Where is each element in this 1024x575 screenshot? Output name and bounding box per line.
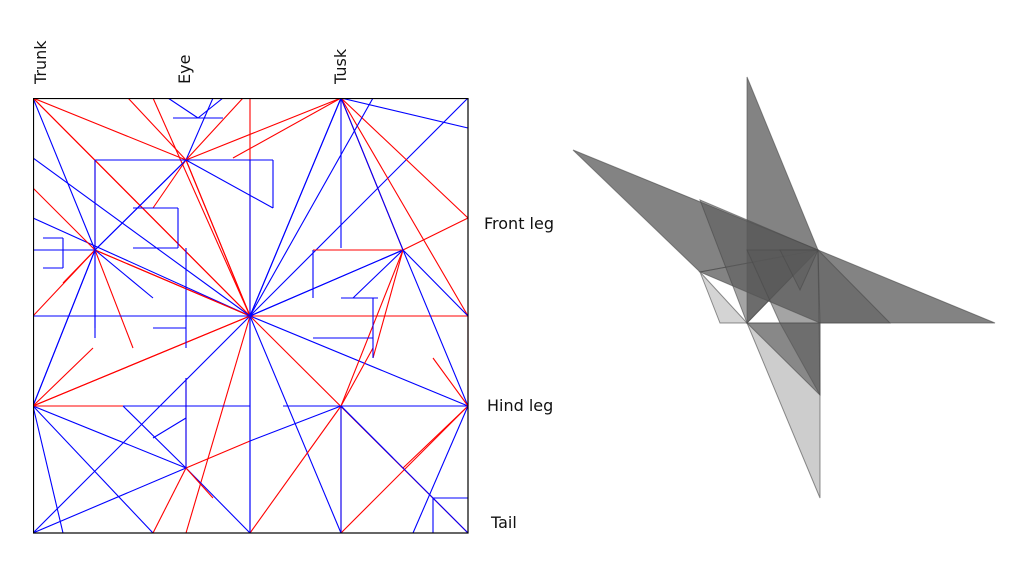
crease-line — [249, 249, 404, 317]
crease-line — [33, 98, 96, 251]
crease-line — [340, 347, 374, 407]
crease-line — [33, 187, 96, 251]
crease-line — [152, 159, 187, 209]
crease-line — [185, 98, 342, 161]
folded-base-svg — [572, 76, 996, 499]
crease-line — [340, 98, 469, 317]
crease-line — [152, 417, 187, 439]
crease-line — [432, 357, 469, 407]
crease-pattern-svg — [33, 98, 469, 534]
crease-line — [33, 217, 251, 317]
crease-line — [197, 98, 224, 119]
crease-line — [249, 405, 342, 534]
folded-base-preview — [560, 70, 1010, 510]
crease-line — [340, 98, 469, 129]
crease-line — [33, 405, 64, 534]
crease-line — [249, 315, 342, 534]
flap-lower-left-light — [699, 271, 749, 324]
crease-line — [402, 249, 469, 317]
crease-line — [33, 249, 96, 407]
crease-line — [402, 249, 469, 407]
crease-line — [33, 98, 251, 317]
crease-line — [33, 405, 154, 534]
crease-line — [340, 98, 469, 219]
crease-line — [33, 157, 251, 317]
label-trunk: Trunk — [31, 40, 50, 84]
crease-line — [94, 249, 154, 299]
label-tusk: Tusk — [331, 48, 350, 84]
crease-line — [94, 249, 134, 349]
crease-line — [340, 405, 394, 459]
crease-line — [185, 159, 274, 209]
crease-line — [340, 98, 404, 251]
crease-line — [185, 98, 244, 161]
crease-line — [372, 249, 404, 359]
crease-line — [352, 249, 404, 299]
crease-line — [33, 98, 187, 161]
crease-line — [412, 405, 469, 534]
crease-line — [185, 440, 251, 469]
crease-line — [33, 467, 187, 534]
crease-line — [33, 405, 187, 469]
crease-pattern-border — [33, 98, 469, 534]
crease-line — [185, 159, 251, 317]
crease-line — [185, 98, 214, 161]
crease-line — [249, 98, 342, 317]
crease-line — [94, 159, 187, 251]
crease-line — [152, 98, 251, 317]
crease-line — [62, 249, 96, 284]
crease-line — [249, 405, 342, 442]
label-front-leg: Front leg — [484, 214, 554, 233]
crease-line — [185, 467, 251, 534]
crease-line — [94, 249, 251, 317]
crease-line — [185, 467, 214, 499]
crease-line — [402, 217, 469, 251]
label-eye: Eye — [175, 54, 194, 84]
crease-pattern — [33, 98, 469, 534]
inner-face-3 — [817, 248, 892, 324]
crease-line — [33, 347, 94, 407]
inner-face-4 — [745, 322, 821, 397]
crease-line — [127, 98, 187, 161]
crease-line — [185, 315, 251, 534]
crease-line — [232, 98, 342, 159]
crease-line — [167, 98, 199, 119]
label-tail: Tail — [491, 513, 517, 532]
label-hind-leg: Hind leg — [487, 396, 554, 415]
crease-line — [402, 405, 469, 469]
crease-line — [33, 315, 251, 407]
crease-line — [249, 98, 374, 317]
crease-line — [152, 467, 187, 534]
inner-face-5 — [779, 249, 819, 292]
crease-line — [340, 249, 404, 407]
crease-line — [249, 98, 469, 317]
